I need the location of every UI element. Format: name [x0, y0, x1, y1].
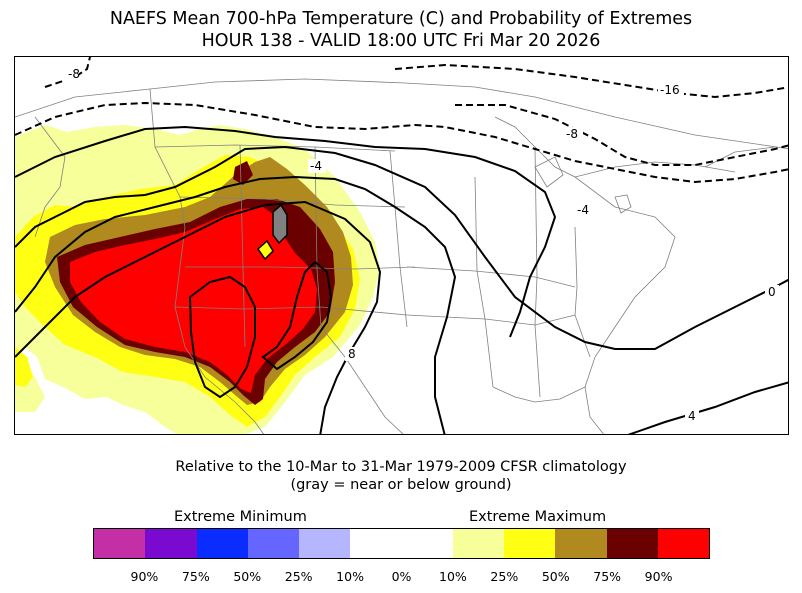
geographic-borders	[15, 78, 788, 434]
contour-label-bottom-right: 4	[688, 409, 696, 423]
legend-min-title: Extreme Minimum	[174, 509, 307, 525]
colorbar-cell	[94, 529, 146, 558]
colorbar-tick-label: 50%	[233, 569, 262, 584]
near-ground-area	[257, 203, 288, 261]
colorbar-tick-label: 0%	[391, 569, 412, 584]
contour-label-south: 8	[348, 347, 356, 361]
colorbar-cell	[247, 529, 299, 558]
colorbar-cell	[555, 529, 607, 558]
contour-label-center-left: -4	[310, 159, 322, 173]
chart-title: NAEFS Mean 700-hPa Temperature (C) and P…	[109, 9, 693, 29]
legend-max-title: Extreme Maximum	[469, 509, 607, 525]
colorbar-cell	[196, 529, 248, 558]
probability-colorbar	[93, 528, 710, 559]
colorbar-tick-label: 10%	[439, 569, 467, 584]
contour-label-east: -4	[577, 203, 589, 217]
climatology-note: Relative to the 10-Mar to 31-Mar 1979-20…	[175, 459, 627, 475]
colorbar-tick-label: 25%	[490, 569, 519, 584]
prob-90-area	[70, 207, 317, 393]
colorbar-tick-label: 75%	[593, 569, 622, 584]
colorbar-cell	[401, 529, 453, 558]
colorbar-cell	[504, 529, 556, 558]
contour-label-southeast: 0	[768, 285, 776, 299]
colorbar-cell	[657, 529, 709, 558]
contour-label-upper-mid: -8	[566, 127, 578, 141]
colorbar-cell	[606, 529, 658, 558]
colorbar-cell	[299, 529, 351, 558]
valid-time-subtitle: HOUR 138 - VALID 18:00 UTC Fri Mar 20 20…	[201, 31, 601, 51]
contour-label-top-right: -16	[660, 83, 680, 97]
colorbar-tick-label: 10%	[336, 569, 364, 584]
colorbar-tick-label: 90%	[644, 569, 673, 584]
colorbar-cell	[452, 529, 504, 558]
contour-labels: -8 -16 -8 -4 -4 0 8 4	[65, 67, 779, 423]
colorbar-tick-label: 90%	[130, 569, 159, 584]
colorbar-tick-label: 25%	[284, 569, 313, 584]
forecast-map: -8 -16 -8 -4 -4 0 8 4	[14, 56, 789, 435]
gray-legend-note: (gray = near or below ground)	[290, 477, 512, 493]
colorbar-cell	[350, 529, 402, 558]
colorbar-tick-label: 50%	[541, 569, 570, 584]
colorbar-tick-label: 75%	[181, 569, 210, 584]
colorbar-cell	[145, 529, 197, 558]
contour-label-top-left: -8	[68, 67, 80, 81]
